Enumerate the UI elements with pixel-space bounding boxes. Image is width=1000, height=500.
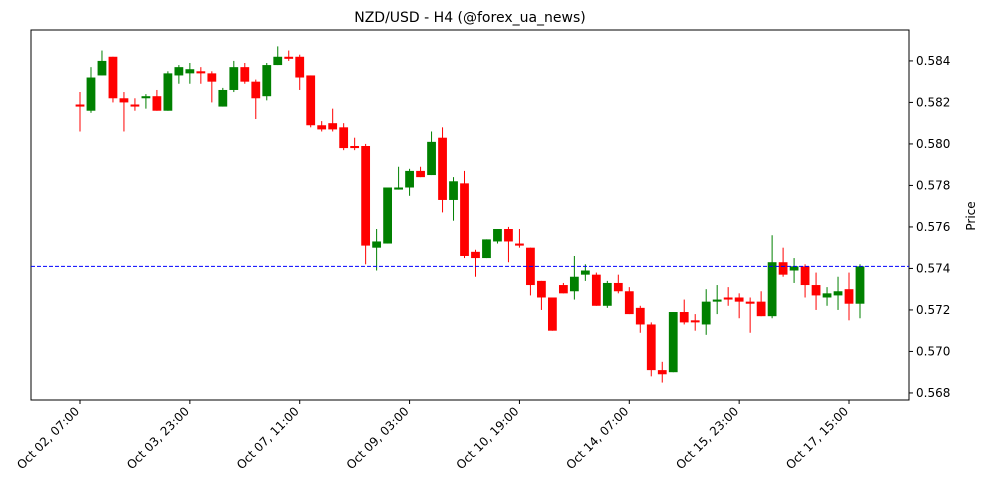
candle-body <box>416 170 425 178</box>
x-tick-label: Oct 03, 23:00 <box>124 404 192 472</box>
candle-body <box>800 266 810 286</box>
candle-body <box>273 56 283 66</box>
candle-body <box>372 241 382 248</box>
y-tick-label: 0.578 <box>916 178 950 192</box>
candle-body <box>690 320 700 323</box>
y-tick-label: 0.582 <box>916 95 950 109</box>
candle-body <box>295 56 305 78</box>
candle-body <box>218 89 228 107</box>
candle-body <box>756 301 766 317</box>
candle-body <box>646 324 656 371</box>
x-tick-label: Oct 02, 07:00 <box>14 404 82 472</box>
candle-body <box>284 56 294 59</box>
y-tick-label: 0.584 <box>916 54 950 68</box>
candle-body <box>624 291 634 315</box>
candle-body <box>701 301 711 325</box>
candle-body <box>580 270 590 275</box>
candle-body <box>174 67 184 76</box>
candle-body <box>207 73 217 82</box>
candle-body <box>438 137 447 200</box>
y-tick-label: 0.572 <box>916 303 950 317</box>
candle-body <box>262 65 272 97</box>
plot-frame <box>30 29 910 401</box>
y-tick-label: 0.568 <box>916 386 950 400</box>
x-tick-label: Oct 15, 23:00 <box>673 404 741 472</box>
candle-body <box>152 96 162 111</box>
candle-body <box>635 307 645 325</box>
candle-body <box>558 285 568 294</box>
candle-body <box>196 71 206 74</box>
candle-body <box>350 146 360 149</box>
y-tick-label: 0.580 <box>916 137 950 151</box>
candle-body <box>723 297 733 300</box>
candle-body <box>427 141 436 176</box>
candle-body <box>602 282 612 306</box>
candle-body <box>240 67 250 82</box>
candle-body <box>97 60 107 76</box>
candle-body <box>229 67 239 90</box>
candle-body <box>833 291 843 296</box>
candle-body <box>569 276 579 292</box>
candle-body <box>317 125 327 130</box>
candle-body <box>86 77 96 111</box>
candle-body <box>339 127 349 149</box>
candle-body <box>778 262 788 275</box>
candle-body <box>548 297 557 331</box>
candle-body <box>108 56 118 99</box>
candle-body <box>383 187 392 244</box>
x-tick-label: Oct 07, 11:00 <box>234 404 302 472</box>
x-tick-label: Oct 09, 03:00 <box>344 404 412 472</box>
candle-body <box>844 289 854 304</box>
candle-body <box>789 266 799 271</box>
candle-body <box>668 312 678 373</box>
candle-body <box>712 299 722 302</box>
y-tick-label: 0.570 <box>916 344 950 358</box>
candle-body <box>855 266 865 304</box>
y-axis-label: Price <box>964 201 978 230</box>
candle-body <box>130 104 140 107</box>
candle-body <box>482 239 491 259</box>
x-tick-label: Oct 10, 19:00 <box>454 404 522 472</box>
candle-body <box>119 98 129 103</box>
candle-body <box>141 96 151 99</box>
y-tick-label: 0.576 <box>916 220 950 234</box>
candle-body <box>734 297 744 302</box>
candle-body <box>449 181 458 200</box>
candle-body <box>361 146 371 246</box>
candle-body <box>405 170 414 188</box>
candle-body <box>394 187 403 190</box>
x-tick-label: Oct 17, 15:00 <box>783 404 851 472</box>
candle-body <box>613 282 623 292</box>
candle-body <box>811 285 821 296</box>
candle-body <box>537 280 546 298</box>
candle-body <box>767 262 777 317</box>
candle-body <box>306 75 316 126</box>
candle-body <box>328 123 338 130</box>
candle-body <box>822 293 832 298</box>
x-tick-label: Oct 14, 07:00 <box>564 404 632 472</box>
candle-body <box>679 312 689 323</box>
candle-body <box>75 104 85 107</box>
candle-body <box>745 301 755 304</box>
candle-body <box>163 73 173 111</box>
candle-body <box>657 370 667 375</box>
candle-body <box>591 274 601 306</box>
candle-body <box>460 183 469 256</box>
candle-body <box>504 229 513 242</box>
candle-body <box>251 81 261 99</box>
y-tick-label: 0.574 <box>916 261 950 275</box>
candle-body <box>493 229 502 242</box>
chart-title: NZD/USD - H4 (@forex_ua_news) <box>354 10 586 26</box>
candle-body <box>515 243 524 246</box>
candle-body <box>185 69 195 74</box>
candle-body <box>471 251 480 259</box>
